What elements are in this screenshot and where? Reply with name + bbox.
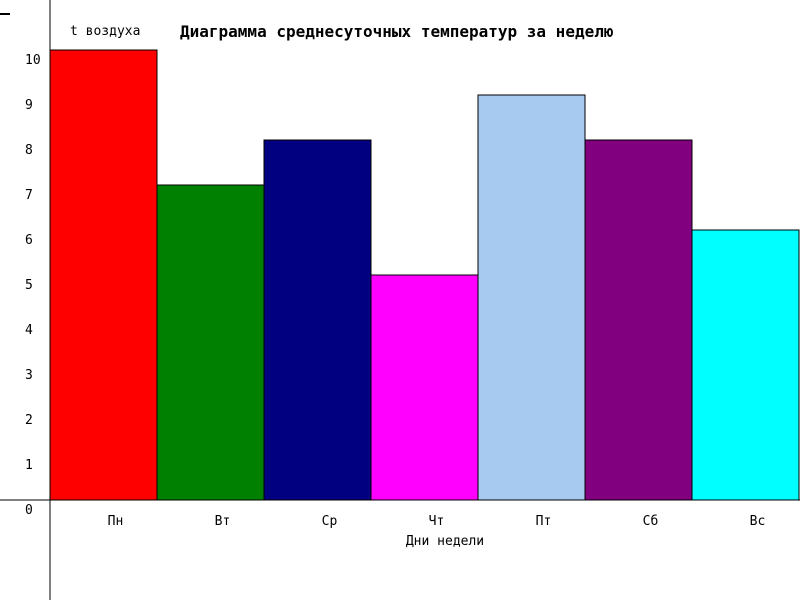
x-tick-label: Чт [429,514,445,529]
x-axis-label: Дни недели [406,534,484,549]
bar-Пн [49,49,158,501]
y-tick-label: 2 [25,413,33,428]
x-ticks-group: Пн Вт Ср Чт Пт Сб Вс [108,514,766,529]
bar-Вс [691,229,800,501]
y-tick-label: 8 [25,143,33,158]
x-tick-label: Ср [322,514,338,529]
bar-Чт [370,274,479,501]
y-tick-label: 4 [25,323,33,338]
x-tick-label: Пт [536,514,552,529]
chart-title: Диаграмма среднесуточных температур за н… [180,22,614,41]
y-tick-label: 9 [25,98,33,113]
bar-Пт [477,94,586,501]
x-tick-label: Сб [643,514,659,529]
bar-Вт [156,184,265,501]
x-tick-label: Пн [108,514,124,529]
bar-Сб [584,139,693,501]
bar-Ср [263,139,372,501]
x-tick-label: Вт [215,514,231,529]
y-tick-label: 0 [25,503,33,518]
y-tick-label: 6 [25,233,33,248]
y-tick-label: 10 [25,53,41,68]
y-ticks-group: 0 1 2 3 4 5 6 7 8 9 10 [25,53,41,518]
y-axis-label: t воздуха [70,24,140,39]
bars-group [49,49,800,501]
y-tick-label: 3 [25,368,33,383]
y-tick-label: 1 [25,458,33,473]
y-tick-label: 5 [25,278,33,293]
y-tick-label: 7 [25,188,33,203]
x-tick-label: Вс [750,514,766,529]
